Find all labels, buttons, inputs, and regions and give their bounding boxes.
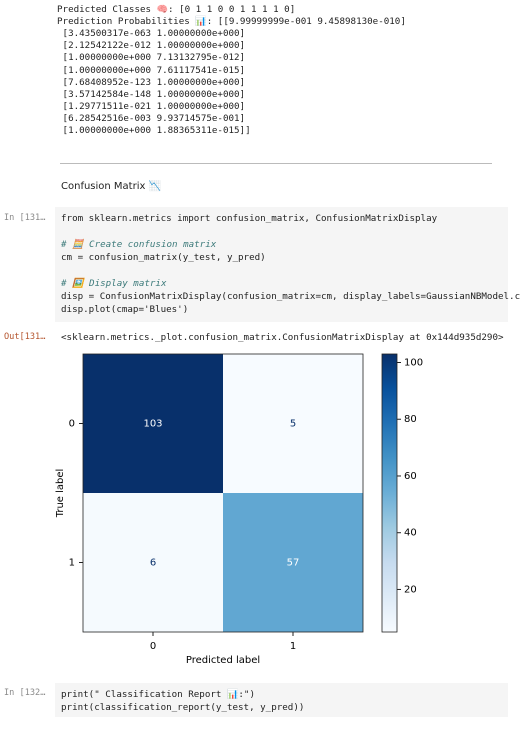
colorbar-tick-label: 100 [404,358,423,369]
output-line: [1.00000000e+000 1.88365311e-015]] [57,125,251,136]
markdown-heading: Confusion Matrix 📉 [61,181,162,192]
divider [60,163,492,164]
cell-label: 5 [290,419,296,430]
output-line: [3.43500317e-063 1.00000000e+000] [57,28,246,40]
cell-prompt: In [132… [4,688,46,698]
code-line: print(classification_report(y_test, y_pr… [61,702,305,713]
output-prompt: Out[131… [4,332,46,342]
output-repr: <sklearn.metrics._plot.confusion_matrix.… [61,332,504,343]
code-line: # 🧮 Create confusion matrix [61,239,217,250]
cell-label: 57 [287,558,300,569]
output-line: [1.00000000e+000 7.13132795e-012] [57,52,246,64]
code-cell[interactable]: from sklearn.metrics import confusion_ma… [55,207,520,322]
code-line: disp = ConfusionMatrixDisplay(confusion_… [61,291,521,302]
output-line: Predicted Classes 🧠: [0 1 1 0 0 1 1 1 1 … [57,4,296,15]
output-line: Prediction Probabilities 📊: [[9.99999999… [57,16,406,28]
y-axis-label: True label [55,469,66,519]
code-line: from sklearn.metrics import confusion_ma… [61,213,438,224]
cell-prompt: In [131… [4,213,46,223]
output-line: [6.28542516e-003 9.93714575e-001] [57,112,246,124]
output-line: [7.68408952e-123 1.00000000e+000] [57,76,246,88]
heatmap-cell [83,354,223,493]
code-line: # 🖼️ Display matrix [61,278,167,289]
colorbar-tick-label: 40 [404,528,417,539]
code-cell[interactable]: print(" Classification Report 📊:") print(… [55,683,508,717]
colorbar-tick-label: 80 [404,414,417,425]
x-tick-label: 1 [290,641,296,652]
y-tick-label: 1 [69,558,75,569]
heatmap-cell [223,354,363,493]
heatmap-cell [83,493,223,632]
code-line: print(" Classification Report 📊:") [61,689,255,700]
colorbar-tick-label: 20 [404,584,417,595]
output-line: [2.12542122e-012 1.00000000e+000] [57,40,246,52]
y-tick-label: 0 [69,419,75,430]
code-line: disp.plot(cmap='Blues') [61,304,189,315]
cell-label: 6 [150,558,156,569]
code-line: cm = confusion_matrix(y_test, y_pred) [61,252,266,263]
colorbar [381,353,398,633]
output-line: [1.29771511e-021 1.00000000e+000] [57,100,246,112]
heatmap-cell [223,493,363,632]
cell-label: 103 [143,419,162,430]
output-line: [3.57142584e-148 1.00000000e+000] [57,88,246,100]
x-axis-label: Predicted label [186,655,260,666]
x-tick-label: 0 [150,641,156,652]
colorbar-tick-label: 60 [404,471,417,482]
plot-frame [82,353,364,633]
output-line: [1.00000000e+000 7.61117541e-015] [57,64,246,76]
confusion-matrix-chart: Predicted label True label 103 5 6 57 0 1 0 1 20… [55,353,423,666]
